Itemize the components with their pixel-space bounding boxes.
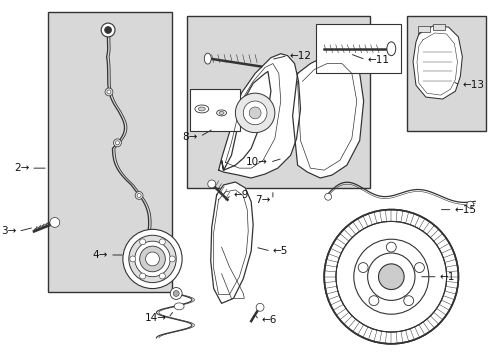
Ellipse shape xyxy=(198,107,205,111)
Polygon shape xyxy=(210,182,253,303)
Circle shape xyxy=(104,27,111,33)
Ellipse shape xyxy=(216,110,226,116)
Circle shape xyxy=(159,273,165,279)
Circle shape xyxy=(466,201,473,208)
Text: 3→: 3→ xyxy=(1,226,16,236)
Bar xyxy=(190,89,240,131)
Circle shape xyxy=(173,291,179,296)
Circle shape xyxy=(170,288,182,300)
Bar xyxy=(407,16,485,131)
Text: 8→: 8→ xyxy=(182,132,198,141)
Bar xyxy=(417,26,429,32)
Circle shape xyxy=(140,273,145,279)
Bar xyxy=(432,24,444,30)
Circle shape xyxy=(135,192,143,199)
Ellipse shape xyxy=(386,42,395,56)
Circle shape xyxy=(256,303,264,311)
Text: 4→: 4→ xyxy=(93,250,108,260)
Circle shape xyxy=(358,263,367,273)
Polygon shape xyxy=(412,26,462,99)
Text: ←15: ←15 xyxy=(453,204,475,215)
Ellipse shape xyxy=(204,53,211,64)
Circle shape xyxy=(367,253,414,300)
Ellipse shape xyxy=(195,105,208,113)
Circle shape xyxy=(243,101,266,125)
Polygon shape xyxy=(218,54,300,178)
Circle shape xyxy=(137,193,141,197)
Circle shape xyxy=(368,296,378,306)
Circle shape xyxy=(135,241,170,277)
Circle shape xyxy=(115,141,119,145)
Circle shape xyxy=(335,221,446,332)
Circle shape xyxy=(207,180,215,188)
Circle shape xyxy=(145,252,159,266)
Circle shape xyxy=(386,242,395,252)
Circle shape xyxy=(249,107,261,119)
Circle shape xyxy=(128,235,176,283)
Text: ←9: ←9 xyxy=(233,190,248,200)
Circle shape xyxy=(140,239,145,245)
Circle shape xyxy=(169,256,175,262)
Circle shape xyxy=(129,256,136,262)
Text: ←13: ←13 xyxy=(462,80,484,90)
Polygon shape xyxy=(292,57,363,178)
Text: 14→: 14→ xyxy=(144,313,166,323)
Polygon shape xyxy=(221,71,270,170)
Text: ←1: ←1 xyxy=(439,272,454,282)
Circle shape xyxy=(113,139,121,147)
Circle shape xyxy=(353,239,428,314)
Circle shape xyxy=(50,217,60,228)
Bar xyxy=(316,24,400,73)
Circle shape xyxy=(101,23,115,37)
Text: ←6: ←6 xyxy=(261,315,276,325)
Circle shape xyxy=(235,93,274,132)
Circle shape xyxy=(122,229,182,289)
Circle shape xyxy=(335,221,446,332)
Ellipse shape xyxy=(219,111,224,114)
Text: 7→: 7→ xyxy=(255,195,270,205)
Text: ←5: ←5 xyxy=(272,246,287,256)
Circle shape xyxy=(140,246,165,272)
Circle shape xyxy=(324,193,331,200)
Circle shape xyxy=(324,210,457,344)
Circle shape xyxy=(378,264,403,289)
Text: 2→: 2→ xyxy=(14,163,29,173)
Circle shape xyxy=(107,90,111,94)
Text: 10→: 10→ xyxy=(245,157,267,167)
Bar xyxy=(48,12,172,292)
Circle shape xyxy=(159,239,165,245)
Circle shape xyxy=(105,88,113,96)
Circle shape xyxy=(414,263,424,273)
Text: ←12: ←12 xyxy=(289,51,311,61)
Bar xyxy=(186,16,369,188)
Text: ←11: ←11 xyxy=(367,55,389,64)
Circle shape xyxy=(403,296,413,306)
Ellipse shape xyxy=(174,303,183,310)
